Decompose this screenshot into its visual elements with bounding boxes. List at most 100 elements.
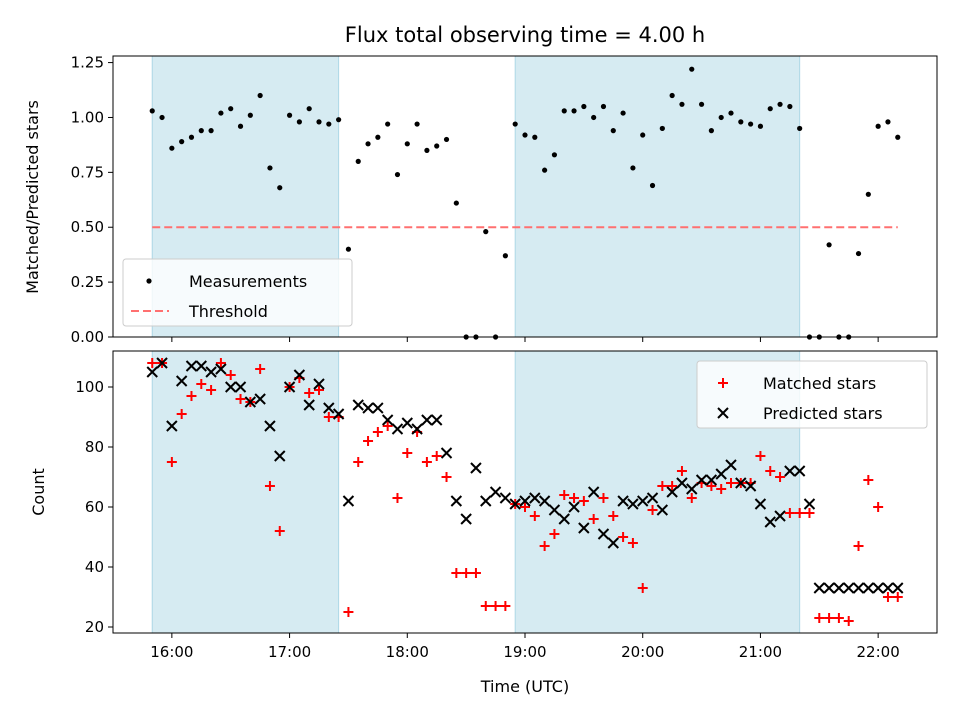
bottom-matched-point [235,394,246,404]
bottom-matched-point [824,613,835,623]
top-measurement-point [453,200,459,206]
bottom-matched-point [863,475,874,485]
bottom-predicted-point [264,420,276,432]
bottom-predicted-point [892,582,904,594]
bottom-predicted-point [646,492,659,504]
bottom-predicted-point [175,375,188,387]
bottom-plot-area: 20 40 60 80 100 16:00 17:00 18:00 19:00 20:00 21:0… [75,350,938,661]
top-measurement-point [571,108,577,114]
top-measurement-point [179,139,185,145]
top-measurement-point [385,121,391,127]
bottom-matched-point [814,613,825,623]
top-y-tick-label: 1.00 [71,108,104,126]
bottom-matched-point [480,601,491,611]
bottom-matched-point [343,607,354,617]
top-measurement-point [247,112,253,118]
top-measurement-point [797,125,803,132]
bottom-matched-point [206,385,217,395]
bottom-matched-point [353,457,364,467]
top-measurement-point [404,141,410,147]
top-measurement-point [149,108,155,114]
bottom-predicted-point [274,450,286,462]
top-measurement-point [738,119,744,125]
bottom-predicted-point [793,465,806,477]
bottom-predicted-point [813,582,825,594]
bottom-predicted-point [519,495,531,507]
bottom-predicted-point [450,495,463,507]
bottom-predicted-point [283,381,296,393]
bottom-matched-point [264,481,275,491]
bottom-y-tick-label: 100 [75,378,104,396]
top-measurement-point [198,128,204,134]
top-measurement-point [169,145,175,151]
top-measurement-point [581,103,587,110]
bottom-matched-point [186,391,197,401]
top-measurement-point [620,110,626,116]
bottom-predicted-point [617,495,629,507]
bottom-matched-point [706,481,717,491]
top-measurement-point [296,119,302,125]
top-measurement-point [375,134,381,140]
top-measurement-point [728,110,734,116]
bottom-matched-point [147,358,158,368]
bottom-matched-point [441,472,452,482]
bottom-predicted-point [352,399,364,411]
bottom-matched-point [588,514,599,524]
top-measurement-point [630,165,636,171]
top-measurement-point [443,136,450,143]
top-measurement-point [326,121,332,127]
top-y-tick-label: 0.50 [71,218,104,236]
top-measurement-point [394,171,401,178]
top-measurement-point [659,125,665,132]
bottom-y-tick-label: 80 [85,438,104,456]
bottom-predicted-point [666,486,678,498]
bottom-predicted-point [578,522,590,534]
top-measurement-point [237,123,244,129]
top-measurement-point [228,106,234,112]
bottom-predicted-point [303,399,315,411]
top-measurement-point [306,106,312,112]
bottom-predicted-point [411,423,423,435]
top-measurement-point [600,103,607,110]
top-plot-area: 0.00 0.25 0.50 0.75 1.00 1.25 Measurements Thre… [71,54,938,346]
bottom-matched-point [382,421,393,431]
bottom-predicted-point [676,477,688,489]
bottom-matched-point [490,601,501,611]
bottom-matched-point [804,508,815,518]
bottom-matched-point [421,457,432,467]
bottom-matched-point [833,613,844,623]
bottom-predicted-point [529,492,541,504]
bottom-predicted-point [705,474,718,486]
bottom-predicted-point [686,483,698,495]
bottom-matched-point [716,484,727,494]
top-measurement-point [277,185,283,191]
top-measurement-point [208,128,214,134]
bottom-matched-point [853,541,864,551]
bottom-predicted-point [440,447,453,459]
top-measurement-point [649,182,656,189]
top-measurement-point [522,132,528,138]
bottom-predicted-point [225,381,237,393]
bottom-predicted-point [656,504,669,516]
x-tick-label: 17:00 [268,643,311,661]
top-measurement-point [502,253,508,259]
top-measurement-point [669,92,675,99]
bottom-predicted-point [332,408,345,420]
top-shaded-interval [514,55,801,338]
bottom-legend-label: Predicted stars [763,404,883,423]
bottom-matched-point [618,532,629,542]
top-measurement-point [718,114,724,121]
bottom-predicted-point [754,498,767,510]
top-measurement-point [787,103,793,110]
bottom-predicted-point [293,369,306,381]
top-measurement-point [414,121,420,127]
top-y-tick-label: 0.00 [71,328,104,346]
bottom-matched-point [794,508,805,518]
bottom-matched-point [775,472,786,482]
bottom-matched-point [402,448,413,458]
bottom-predicted-point [597,528,610,540]
bottom-matched-point [843,616,854,626]
top-y-tick-label: 0.75 [71,163,104,181]
bottom-matched-point [882,592,893,602]
bottom-matched-point [461,568,472,578]
